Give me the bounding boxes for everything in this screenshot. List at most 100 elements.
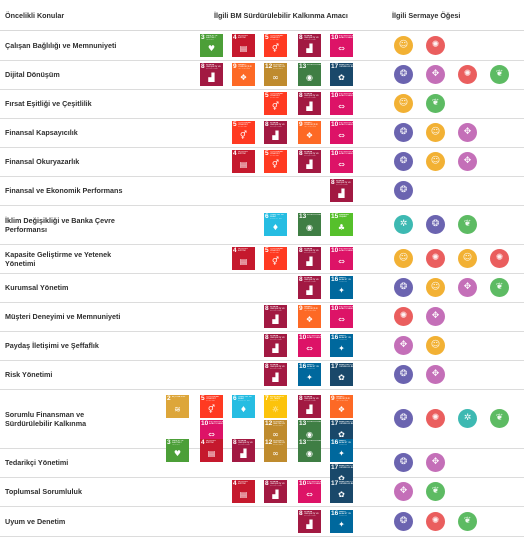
coins-icon: ❂	[399, 69, 408, 79]
people-icon: ☺	[398, 253, 409, 263]
gear-icon: ✲	[399, 219, 408, 229]
sdg-13-eye-icon: 13 İKLİM EYLEMİ ◉	[298, 213, 321, 236]
equality-icon: ⇔	[338, 160, 345, 169]
sdg-number: 13	[299, 213, 307, 220]
sdg-number: 8	[265, 480, 269, 487]
topic-label: Fırsat Eşitliği ve Çeşitlilik	[5, 99, 92, 108]
topic-label: Dijital Dönüşüm	[5, 70, 60, 79]
sdg-10-equality-icon: 10EŞİTSİZLİKLERİN AZALTILMASI ⇔	[330, 92, 353, 115]
sdg-title: İNSANA YAKIŞIR İŞ VE EKONOMİK BÜYÜME	[270, 481, 285, 486]
table-row: İklim Değişikliği ve Banka Çevre Perform…	[0, 205, 524, 245]
sdg-number: 16	[331, 510, 339, 517]
sdg-title: AMAÇLAR İÇİN ORTAKLIKLAR	[339, 364, 353, 369]
sdg-4-book-icon: 4 NİTELİKLİ EĞİTİM ▤	[232, 34, 255, 57]
growth-chart-icon: ▟	[306, 257, 313, 266]
natural-capital-icon: ❦	[426, 482, 445, 501]
people-icon: ☺	[430, 340, 441, 350]
sdg-title: İKLİM EYLEMİ	[307, 214, 321, 216]
sdg-number: 9	[331, 395, 335, 402]
handshake-icon: ✥	[431, 457, 440, 467]
financial-capital-icon: ❂	[394, 365, 413, 384]
social-capital-icon: ✥	[394, 482, 413, 501]
sdg-13-eye-icon: 13 İKLİM EYLEMİ ◉	[298, 439, 321, 462]
sdg-number: 8	[299, 247, 303, 254]
sdg-number: 17	[331, 420, 339, 427]
sdg-title: ERİŞİLEBİLİR VE TEMİZ ENERJİ	[270, 396, 284, 401]
sdg-title: EŞİTSİZLİKLERİN AZALTILMASI	[339, 93, 353, 98]
water-drop-icon: ♦	[239, 405, 248, 414]
manufactured-capital-icon: ✲	[394, 215, 413, 234]
financial-capital-icon: ❂	[394, 278, 413, 297]
flower-icon: ✿	[338, 474, 345, 483]
sdg-title: EŞİTSİZLİKLERİN AZALTILMASI	[339, 122, 353, 127]
insan-capital-icon: ☺	[426, 278, 445, 297]
sdg-title: SORUMLU ÜRETİM VE TÜKETİM	[273, 440, 285, 445]
sdg-number: 10	[299, 480, 307, 487]
sdg-number: 9	[299, 305, 303, 312]
sdg-number: 5	[265, 92, 269, 99]
sdg-title: EŞİTSİZLİKLERİN AZALTILMASI	[307, 481, 321, 486]
equality-icon: ⇔	[338, 257, 345, 266]
manufactured-capital-icon: ✲	[458, 409, 477, 428]
leaf-icon: ❦	[495, 282, 504, 292]
growth-chart-icon: ▟	[306, 286, 313, 295]
coins-icon: ❂	[399, 185, 408, 195]
topic-label: Müşteri Deneyimi ve Memnuniyeti	[5, 312, 121, 321]
sdg-number: 4	[233, 150, 237, 157]
insan-capital-icon: ☺	[426, 123, 445, 142]
growth-chart-icon: ▟	[272, 344, 279, 353]
table-row: Paydaş İletişimi ve Şeffaflık 8 İNSANA YAK…	[0, 331, 524, 361]
leaf-icon: ❦	[463, 516, 472, 526]
lightbulb-icon: ✺	[399, 311, 408, 321]
equality-icon: ⇔	[338, 315, 345, 324]
sdg-number: 10	[331, 121, 339, 128]
gender-icon: ⚥	[271, 44, 280, 53]
sdg-10-equality-icon: 10EŞİTSİZLİKLERİN AZALTILMASI ⇔	[330, 34, 353, 57]
sdg-number: 5	[265, 247, 269, 254]
infinity-icon: ∞	[272, 73, 279, 82]
sdg-title: İNSANA YAKIŞIR İŞ VE EKONOMİK BÜYÜME	[270, 364, 285, 369]
lightbulb-icon: ✺	[431, 40, 440, 50]
book-icon: ▤	[239, 257, 248, 266]
infinity-icon: ∞	[272, 430, 279, 439]
topic-label: Kapasite Geliştirme ve Yetenek Yönetimi	[5, 250, 112, 268]
sdg-number: 7	[265, 395, 269, 402]
sdg-number: 8	[299, 150, 303, 157]
social-capital-icon: ✥	[426, 307, 445, 326]
flower-icon: ✿	[338, 490, 345, 499]
sdg-number: 17	[331, 63, 339, 70]
handshake-icon: ✥	[463, 127, 472, 137]
sdg-title: İNSANA YAKIŞIR İŞ VE EKONOMİK BÜYÜME	[238, 440, 253, 445]
sdg-number: 10	[331, 92, 339, 99]
sdg-title: AMAÇLAR İÇİN ORTAKLIKLAR	[339, 465, 353, 470]
sdg-title: İNSANA YAKIŞIR İŞ VE EKONOMİK BÜYÜME	[304, 277, 319, 282]
people-icon: ☺	[430, 156, 441, 166]
sdg-title: SORUMLU ÜRETİM VE TÜKETİM	[273, 421, 285, 426]
dove-icon: ✦	[338, 520, 345, 529]
growth-chart-icon: ▟	[306, 44, 313, 53]
insan-capital-icon: ☺	[426, 336, 445, 355]
table-header: Öncelikli Konular İlgili BM Sürdürülebil…	[0, 0, 524, 31]
sdg-title: SANAYİ, YENİLİKÇİLİK VE ALTYAPI	[336, 396, 350, 401]
table-row: Çalışan Bağlılığı ve Memnuniyeti 3 SAĞLIK …	[0, 31, 524, 61]
equality-icon: ⇔	[306, 344, 313, 353]
table-row: Toplumsal Sorumluluk 4 NİTELİKLİ EĞİTİM ▤ 8 İ…	[0, 477, 524, 507]
sdg-title: NİTELİKLİ EĞİTİM	[238, 151, 249, 156]
growth-chart-icon: ▟	[338, 189, 345, 198]
intellectual-capital-icon: ✺	[426, 409, 445, 428]
header-related-sdg: İlgili BM Sürdürülebilir Kalkınma Amacı	[214, 11, 348, 20]
sdg-title: BARIŞ, ADALET VE GÜÇLÜ KURUMLAR	[339, 511, 351, 516]
sdg-number: 4	[233, 247, 237, 254]
eye-icon: ◉	[306, 73, 313, 82]
sdg-10-equality-icon: 10EŞİTSİZLİKLERİN AZALTILMASI ⇔	[298, 334, 321, 357]
